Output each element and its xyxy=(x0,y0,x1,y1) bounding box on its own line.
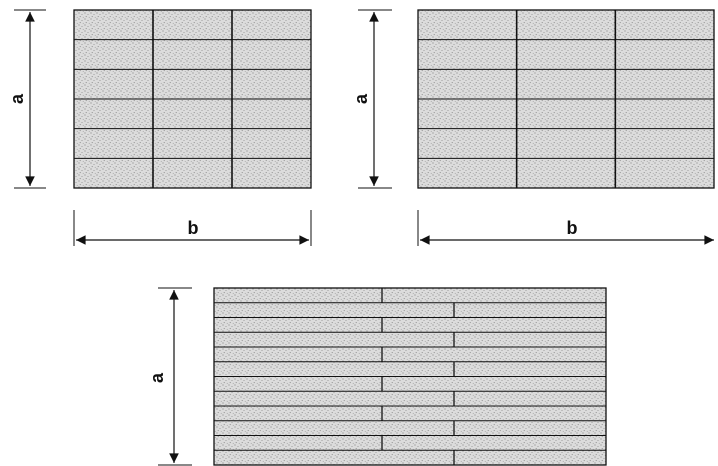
panel-3-columns-wide: a b xyxy=(351,9,715,246)
height-dimension: a xyxy=(147,287,192,466)
height-dimension: a xyxy=(351,9,392,189)
width-dimension: b xyxy=(417,210,715,246)
dimension-label-b: b xyxy=(188,218,199,238)
width-dimension: b xyxy=(73,210,312,246)
dimension-label-a: a xyxy=(147,372,167,383)
height-dimension: a xyxy=(7,9,46,189)
dimension-label-a: a xyxy=(351,93,371,104)
brick-grid xyxy=(73,9,312,189)
panel-staggered-strips: a xyxy=(147,287,607,466)
brick-grid xyxy=(417,9,715,189)
panel-3-columns: a b xyxy=(7,9,312,246)
dimension-label-a: a xyxy=(7,93,27,104)
dimension-label-b: b xyxy=(567,218,578,238)
brick-grid xyxy=(213,287,607,466)
